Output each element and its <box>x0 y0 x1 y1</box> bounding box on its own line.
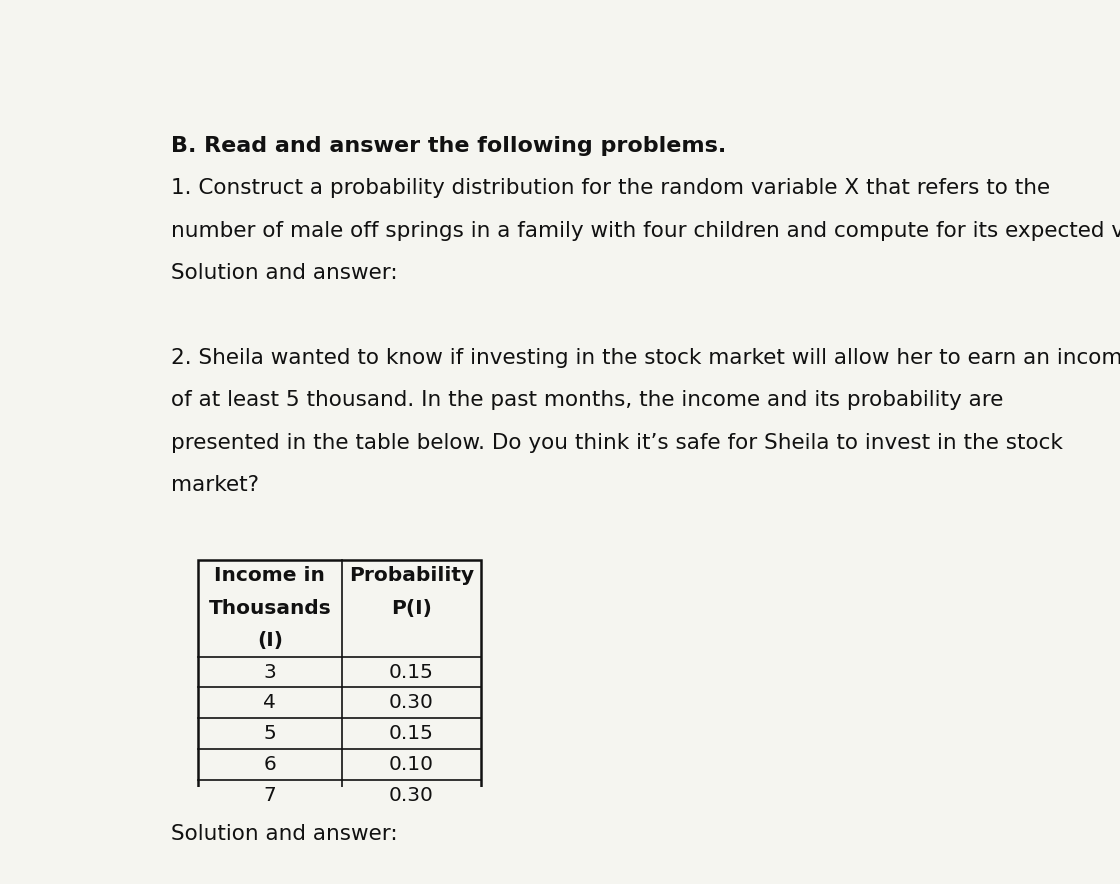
Text: B. Read and answer the following problems.: B. Read and answer the following problem… <box>171 136 726 156</box>
Text: 0.30: 0.30 <box>389 693 433 713</box>
Text: Probability: Probability <box>348 567 474 585</box>
Text: 0.30: 0.30 <box>389 786 433 804</box>
Text: Income in: Income in <box>214 567 325 585</box>
Text: presented in the table below. Do you think it’s safe for Sheila to invest in the: presented in the table below. Do you thi… <box>171 432 1063 453</box>
Bar <box>198 560 480 811</box>
Text: number of male off springs in a family with four children and compute for its ex: number of male off springs in a family w… <box>171 221 1120 240</box>
Text: 2. Sheila wanted to know if investing in the stock market will allow her to earn: 2. Sheila wanted to know if investing in… <box>171 348 1120 368</box>
Text: P(I): P(I) <box>391 598 431 618</box>
Text: 1. Construct a probability distribution for the random variable X that refers to: 1. Construct a probability distribution … <box>171 179 1051 199</box>
Text: 0.15: 0.15 <box>389 662 433 682</box>
Text: of at least 5 thousand. In the past months, the income and its probability are: of at least 5 thousand. In the past mont… <box>171 390 1004 410</box>
Text: Solution and answer:: Solution and answer: <box>171 263 398 283</box>
Text: Thousands: Thousands <box>208 598 332 618</box>
Text: 4: 4 <box>263 693 277 713</box>
Text: (I): (I) <box>256 631 283 650</box>
Text: 6: 6 <box>263 755 277 774</box>
Text: 0.15: 0.15 <box>389 724 433 743</box>
Text: 3: 3 <box>263 662 277 682</box>
Text: 0.10: 0.10 <box>389 755 433 774</box>
Text: 5: 5 <box>263 724 277 743</box>
Text: Solution and answer:: Solution and answer: <box>171 825 398 844</box>
Text: market?: market? <box>171 475 259 495</box>
Text: 7: 7 <box>263 786 277 804</box>
